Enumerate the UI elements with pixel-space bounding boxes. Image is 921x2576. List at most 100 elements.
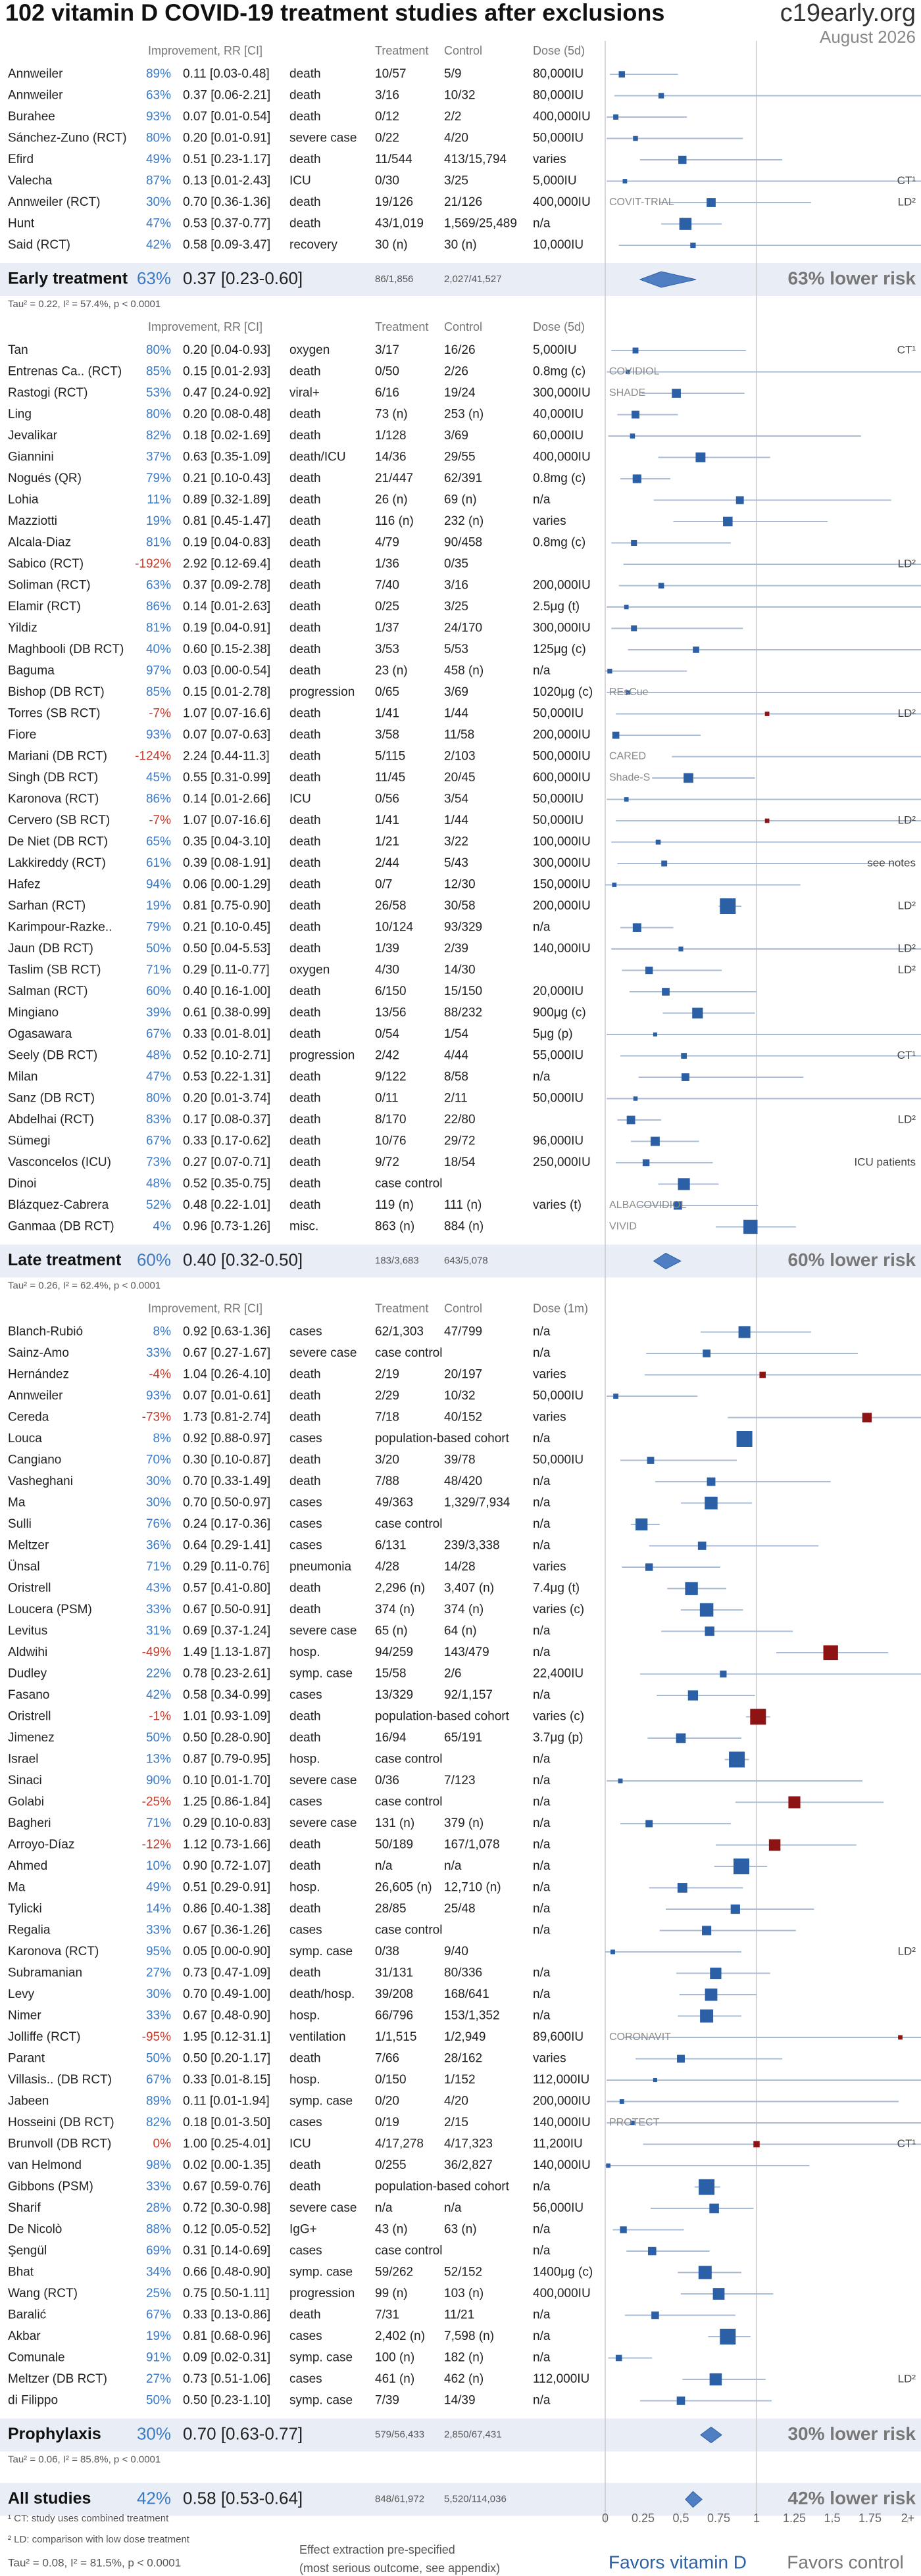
rr-ci: 0.81 [0.45-1.47]	[183, 514, 270, 528]
dose: n/a	[533, 2180, 551, 2194]
treatment: population-based cohort	[375, 2180, 510, 2194]
effect-marker	[653, 2078, 657, 2083]
improvement: 50%	[146, 942, 171, 956]
dose: 250,000IU	[533, 1155, 591, 1169]
treatment: 0/20	[375, 2095, 399, 2108]
study-name: Regalia	[8, 1924, 51, 1937]
outcome: severe case	[289, 1624, 357, 1638]
improvement: 4%	[153, 1220, 172, 1234]
improvement: 91%	[146, 2351, 171, 2365]
dose: n/a	[533, 1753, 551, 1766]
dose: 1020μg (c)	[533, 685, 593, 699]
rr-ci: 1.01 [0.93-1.09]	[183, 1710, 270, 1724]
treatment: 21/447	[375, 472, 413, 485]
study-name: Meltzer	[8, 1539, 49, 1553]
outcome: death	[289, 643, 321, 656]
rr-ci: 0.14 [0.01-2.66]	[183, 792, 270, 806]
treatment: 10/76	[375, 1134, 407, 1148]
improvement: -49%	[142, 1645, 171, 1659]
effect-marker	[612, 731, 620, 739]
date: August 2026	[820, 27, 916, 47]
treatment: 0/150	[375, 2073, 407, 2087]
outcome: oxygen	[289, 343, 330, 357]
dose: n/a	[533, 1539, 551, 1553]
study-name: Ogasawara	[8, 1027, 72, 1041]
improvement: 63%	[146, 89, 171, 103]
treatment: case control	[375, 1517, 442, 1531]
control: 3/69	[444, 429, 468, 443]
favors-control: Favors control	[787, 2552, 903, 2572]
outcome: death	[289, 514, 321, 528]
control: 4/20	[444, 132, 468, 145]
improvement: -25%	[142, 1795, 171, 1809]
study-name: Subramanian	[8, 1966, 82, 1980]
control: 14/39	[444, 2394, 476, 2408]
rr-ci: 0.70 [0.36-1.36]	[183, 195, 270, 209]
dose: 150,000IU	[533, 878, 591, 892]
control: 14/28	[444, 1560, 476, 1574]
effect-marker	[662, 988, 670, 996]
control: 2/15	[444, 2116, 468, 2129]
improvement: 87%	[146, 174, 171, 188]
treatment: 1/21	[375, 835, 399, 849]
rr-ci: 0.19 [0.04-0.83]	[183, 536, 270, 550]
dose: n/a	[533, 1070, 551, 1084]
improvement: 47%	[146, 217, 171, 231]
study-name: Villasis.. (DB RCT)	[8, 2073, 112, 2087]
control: 93/329	[444, 921, 482, 935]
outcome: death	[289, 1198, 321, 1212]
improvement: 93%	[146, 110, 171, 124]
treatment: 2,296 (n)	[375, 1582, 425, 1595]
rr-ci: 1.07 [0.07-16.6]	[183, 707, 270, 721]
treatment: 73 (n)	[375, 408, 408, 422]
control: 10/32	[444, 89, 476, 103]
outcome: severe case	[289, 2201, 357, 2215]
rr-ci: 0.37 [0.09-2.78]	[183, 579, 270, 593]
column-header: Improvement, RR [CI]	[148, 44, 262, 57]
effect-marker	[645, 1820, 653, 1828]
outcome: death	[289, 1582, 321, 1595]
rr-ci: 0.20 [0.08-0.48]	[183, 408, 270, 422]
dose: 112,000IU	[533, 2372, 589, 2386]
dose: n/a	[533, 1774, 551, 1787]
rr-ci: 0.51 [0.29-0.91]	[183, 1881, 270, 1895]
dose: 22,400IU	[533, 1667, 584, 1681]
improvement: 27%	[146, 1966, 171, 1980]
dose: 96,000IU	[533, 1134, 584, 1148]
improvement: -192%	[135, 557, 171, 571]
rr-ci: 0.53 [0.37-0.77]	[183, 217, 270, 231]
outcome: death	[289, 1902, 321, 1916]
treatment: 7/66	[375, 2052, 399, 2066]
control: 47/799	[444, 1325, 482, 1339]
x-tick-label: 1.25	[783, 2512, 806, 2525]
treatment: 19/126	[375, 195, 413, 209]
treatment: 28/85	[375, 1902, 407, 1916]
study-name: Hosseini (DB RCT)	[8, 2116, 114, 2129]
trial-name: VIVID	[609, 1221, 637, 1232]
rr-ci: 0.50 [0.20-1.17]	[183, 2052, 270, 2066]
effect-marker	[710, 1967, 722, 1980]
dose: 50,000IU	[533, 792, 584, 806]
rr-ci: 1.12 [0.73-1.66]	[183, 1838, 270, 1852]
treatment: 4/79	[375, 536, 399, 550]
rr-ci: 0.09 [0.02-0.31]	[183, 2351, 270, 2365]
outcome: death	[289, 67, 321, 81]
dose: varies	[533, 1368, 566, 1382]
rr-ci: 0.10 [0.01-1.70]	[183, 1774, 270, 1787]
treatment: 3/58	[375, 728, 399, 742]
rr-ci: 0.33 [0.01-8.01]	[183, 1027, 270, 1041]
dose: 80,000IU	[533, 89, 584, 103]
control: 111 (n)	[444, 1198, 482, 1212]
outcome: cases	[289, 1432, 322, 1446]
study-name: Annweiler (RCT)	[8, 195, 100, 209]
rr-ci: 0.06 [0.00-1.29]	[183, 878, 270, 892]
study-name: Cangiano	[8, 1453, 61, 1467]
dose: 125μg (c)	[533, 643, 586, 656]
improvement: 40%	[146, 643, 171, 656]
improvement: 80%	[146, 343, 171, 357]
treatment: 3/16	[375, 89, 399, 103]
treatment: 6/150	[375, 984, 407, 998]
study-name: Fasano	[8, 1688, 49, 1702]
outcome: death	[289, 856, 321, 870]
effect-marker	[720, 2329, 736, 2345]
